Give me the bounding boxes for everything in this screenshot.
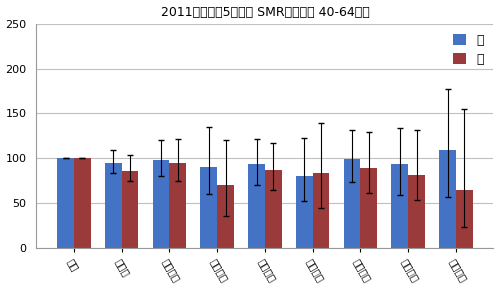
Title: 2011年中心の5年平均 SMR（全がん 40-64歳）: 2011年中心の5年平均 SMR（全がん 40-64歳） <box>161 5 369 18</box>
Bar <box>153 160 169 248</box>
Bar <box>456 190 473 248</box>
Bar <box>105 163 122 248</box>
Bar <box>57 158 74 248</box>
Bar <box>360 168 377 248</box>
Bar <box>122 171 138 248</box>
Bar <box>74 158 91 248</box>
Bar <box>392 164 408 248</box>
Bar <box>313 173 329 248</box>
Bar <box>217 185 234 248</box>
Bar <box>296 176 313 248</box>
Bar <box>408 175 425 248</box>
Legend: 男, 女: 男, 女 <box>450 30 487 70</box>
Bar <box>201 167 217 248</box>
Bar <box>169 163 186 248</box>
Bar <box>439 150 456 248</box>
Bar <box>248 164 265 248</box>
Bar <box>265 170 281 248</box>
Bar <box>344 159 360 248</box>
